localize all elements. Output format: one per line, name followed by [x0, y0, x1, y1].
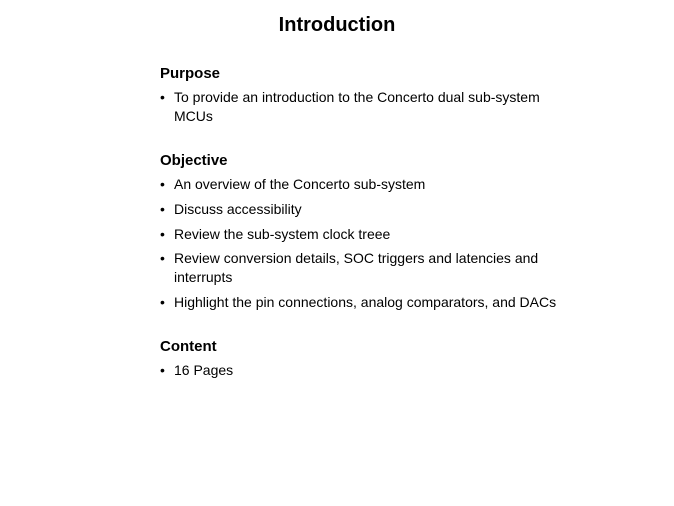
list-item: To provide an introduction to the Concer… [160, 88, 574, 126]
section-heading-objective: Objective [160, 152, 574, 169]
purpose-list: To provide an introduction to the Concer… [160, 88, 574, 126]
list-item: 16 Pages [160, 361, 574, 380]
section-heading-content: Content [160, 338, 574, 355]
list-item: Review the sub-system clock treee [160, 225, 574, 244]
list-item: Highlight the pin connections, analog co… [160, 293, 574, 312]
content-area: Purpose To provide an introduction to th… [60, 65, 614, 380]
objective-list: An overview of the Concerto sub-system D… [160, 175, 574, 312]
section-heading-purpose: Purpose [160, 65, 574, 82]
page-title: Introduction [60, 14, 614, 37]
list-item: Discuss accessibility [160, 200, 574, 219]
list-item: Review conversion details, SOC triggers … [160, 249, 574, 287]
list-item: An overview of the Concerto sub-system [160, 175, 574, 194]
content-list: 16 Pages [160, 361, 574, 380]
